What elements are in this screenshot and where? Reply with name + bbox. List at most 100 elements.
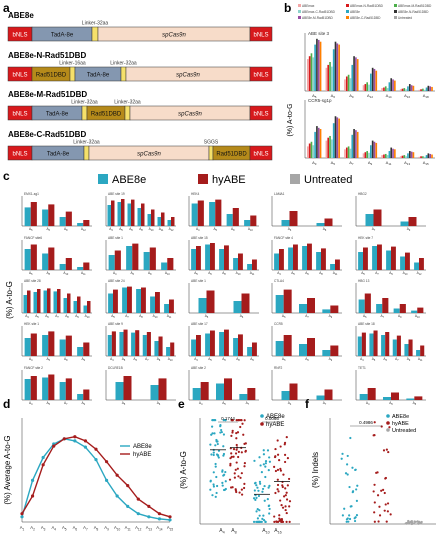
legend-marker — [386, 428, 390, 432]
bar-abe8e — [83, 305, 87, 313]
bar — [390, 78, 393, 91]
point — [239, 425, 242, 429]
bar — [362, 153, 365, 158]
point — [224, 419, 227, 422]
point — [419, 521, 422, 524]
legend-label: ABE8e — [350, 10, 360, 14]
point — [229, 457, 232, 460]
point — [262, 449, 265, 452]
point — [383, 491, 386, 495]
bar-hyabe — [161, 212, 165, 226]
bar-abe8e — [108, 255, 115, 270]
x-tick-label: A8 — [139, 314, 143, 319]
bar-abe8e — [191, 339, 196, 356]
point — [262, 514, 265, 517]
point — [222, 433, 226, 436]
bar-hyabe — [224, 245, 229, 270]
point — [348, 517, 352, 521]
bar-abe8e — [381, 335, 386, 356]
bar-abe8e — [119, 332, 124, 356]
bar-hyabe — [114, 250, 121, 270]
point — [212, 451, 215, 454]
x-tick-label: A5 — [282, 357, 286, 362]
point — [255, 510, 258, 513]
point — [261, 487, 265, 491]
legend-marker — [260, 422, 264, 426]
bar — [355, 130, 357, 158]
bar — [331, 66, 333, 91]
bar-hyabe — [149, 247, 156, 270]
legend-swatch — [298, 16, 301, 19]
point — [211, 419, 214, 422]
x-tick-label: A8 — [222, 271, 226, 276]
point — [343, 507, 346, 510]
point — [351, 466, 354, 469]
x-tick-label: A15 — [167, 525, 174, 531]
point — [264, 475, 267, 479]
bar — [351, 64, 354, 91]
bar — [349, 148, 352, 158]
point — [376, 494, 380, 497]
point — [354, 516, 357, 519]
x-tick-label: A8 — [64, 227, 68, 232]
x-tick-label: A6 — [305, 357, 309, 362]
point — [354, 468, 357, 471]
bar — [327, 64, 330, 91]
bar — [425, 155, 428, 158]
bar-abe8e — [316, 252, 321, 270]
bar-abe8e — [42, 335, 49, 356]
bar-hyabe — [307, 338, 315, 356]
legend-marker — [386, 421, 390, 425]
x-tick-label: A6 — [157, 401, 161, 406]
bar — [431, 86, 433, 91]
point — [253, 489, 256, 492]
bar-hyabe — [83, 220, 90, 226]
bar-abe8e — [143, 252, 150, 270]
bar — [334, 116, 337, 158]
bar-abe8e — [59, 264, 66, 270]
x-tick-label: A11 — [167, 314, 172, 319]
bar-abe8e — [192, 388, 201, 400]
bar-abe8e — [357, 336, 362, 356]
point — [211, 494, 214, 497]
p-value: 0.1744 — [221, 416, 235, 421]
x-tick-label: A11 — [333, 271, 338, 276]
point — [276, 478, 279, 481]
bar-abe8e — [142, 335, 147, 356]
point — [147, 515, 151, 519]
bar — [418, 156, 421, 158]
point — [258, 509, 261, 512]
bar-hyabe — [167, 258, 174, 270]
bar — [420, 156, 422, 158]
y-axis-label: (%) Indels — [311, 452, 320, 488]
x-tick-label: A6 — [389, 401, 393, 406]
point — [209, 480, 212, 483]
bar — [418, 89, 421, 91]
point — [376, 471, 379, 474]
x-tick-label: A8 — [319, 271, 323, 276]
point — [273, 465, 276, 468]
point — [279, 445, 282, 448]
bar — [422, 156, 424, 158]
bar-hyabe — [391, 392, 399, 400]
bar-abe8e — [154, 341, 159, 356]
panel-label-e: e — [178, 397, 185, 411]
point — [94, 458, 98, 462]
bar — [345, 147, 348, 158]
bar-abe8e — [205, 244, 210, 270]
bar-abe8e — [147, 214, 151, 226]
point — [258, 520, 261, 523]
x-tick-label: A6 — [131, 271, 135, 276]
bar-abe8e — [150, 385, 159, 400]
bar — [425, 87, 428, 91]
point — [255, 484, 258, 487]
x-tick-label: A7 — [323, 401, 327, 406]
site-title: ABE site 24 — [108, 279, 125, 283]
point — [243, 482, 246, 486]
x-tick-label: A4 — [109, 227, 113, 232]
site-title: LAMA1 — [274, 192, 285, 196]
point — [266, 449, 270, 452]
bar — [384, 153, 387, 158]
bar — [375, 70, 378, 91]
bar-hyabe — [135, 330, 140, 356]
